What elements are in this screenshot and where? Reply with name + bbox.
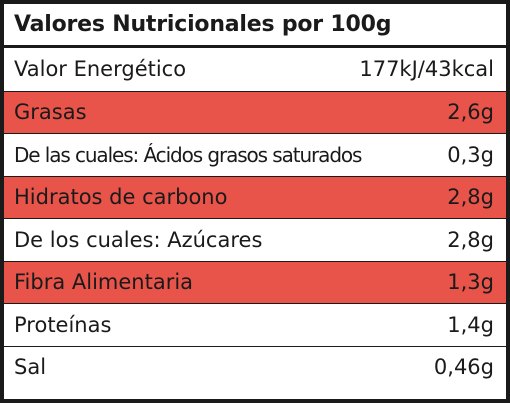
row-label: Grasas xyxy=(14,100,87,125)
row-label: De los cuales: Azúcares xyxy=(14,227,263,252)
row-value: 1,4g xyxy=(447,312,494,337)
row-fat: Grasas 2,6g xyxy=(4,90,506,133)
row-sugars: De los cuales: Azúcares 2,8g xyxy=(4,218,506,261)
nutrition-rows: Valor Energético 177kJ/43kcal Grasas 2,6… xyxy=(4,48,506,388)
row-carbohydrates: Hidratos de carbono 2,8g xyxy=(4,175,506,218)
row-value: 0,46g xyxy=(433,355,494,380)
row-label: Proteínas xyxy=(14,312,112,337)
row-value: 2,6g xyxy=(447,100,494,125)
row-label: Valor Energético xyxy=(14,57,187,82)
row-saturated-fat: De las cuales: Ácidos grasos saturados 0… xyxy=(4,133,506,176)
table-title: Valores Nutricionales por 100g xyxy=(4,4,506,48)
row-value: 2,8g xyxy=(447,227,494,252)
row-fiber: Fibra Alimentaria 1,3g xyxy=(4,260,506,303)
row-value: 1,3g xyxy=(447,270,494,295)
row-label: Sal xyxy=(14,355,47,380)
row-salt: Sal 0,46g xyxy=(4,345,506,389)
row-energy: Valor Energético 177kJ/43kcal xyxy=(4,48,506,91)
row-label: De las cuales: Ácidos grasos saturados xyxy=(14,142,362,167)
row-value: 2,8g xyxy=(447,185,494,210)
row-label: Fibra Alimentaria xyxy=(14,270,194,295)
row-value: 0,3g xyxy=(447,142,494,167)
row-protein: Proteínas 1,4g xyxy=(4,303,506,346)
row-value: 177kJ/43kcal xyxy=(359,57,494,82)
row-label: Hidratos de carbono xyxy=(14,185,228,210)
